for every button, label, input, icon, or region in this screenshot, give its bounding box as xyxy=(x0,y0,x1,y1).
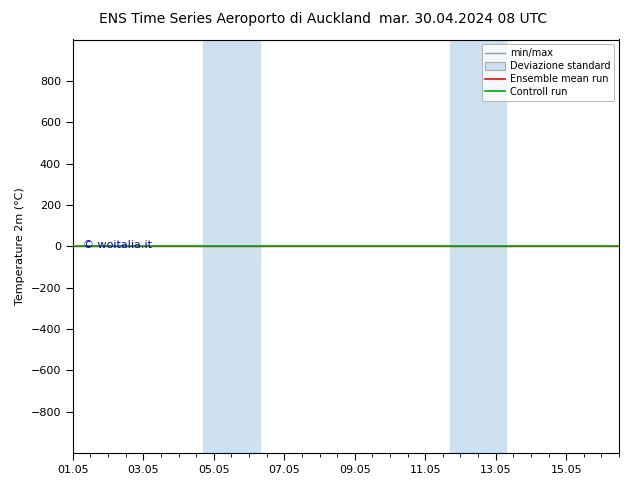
Bar xyxy=(450,40,506,453)
Legend: min/max, Deviazione standard, Ensemble mean run, Controll run: min/max, Deviazione standard, Ensemble m… xyxy=(482,45,614,101)
Bar xyxy=(204,40,259,453)
Text: ENS Time Series Aeroporto di Auckland: ENS Time Series Aeroporto di Auckland xyxy=(98,12,371,26)
Y-axis label: Temperature 2m (°C): Temperature 2m (°C) xyxy=(15,188,25,305)
Text: mar. 30.04.2024 08 UTC: mar. 30.04.2024 08 UTC xyxy=(378,12,547,26)
Text: © woitalia.it: © woitalia.it xyxy=(84,240,152,250)
